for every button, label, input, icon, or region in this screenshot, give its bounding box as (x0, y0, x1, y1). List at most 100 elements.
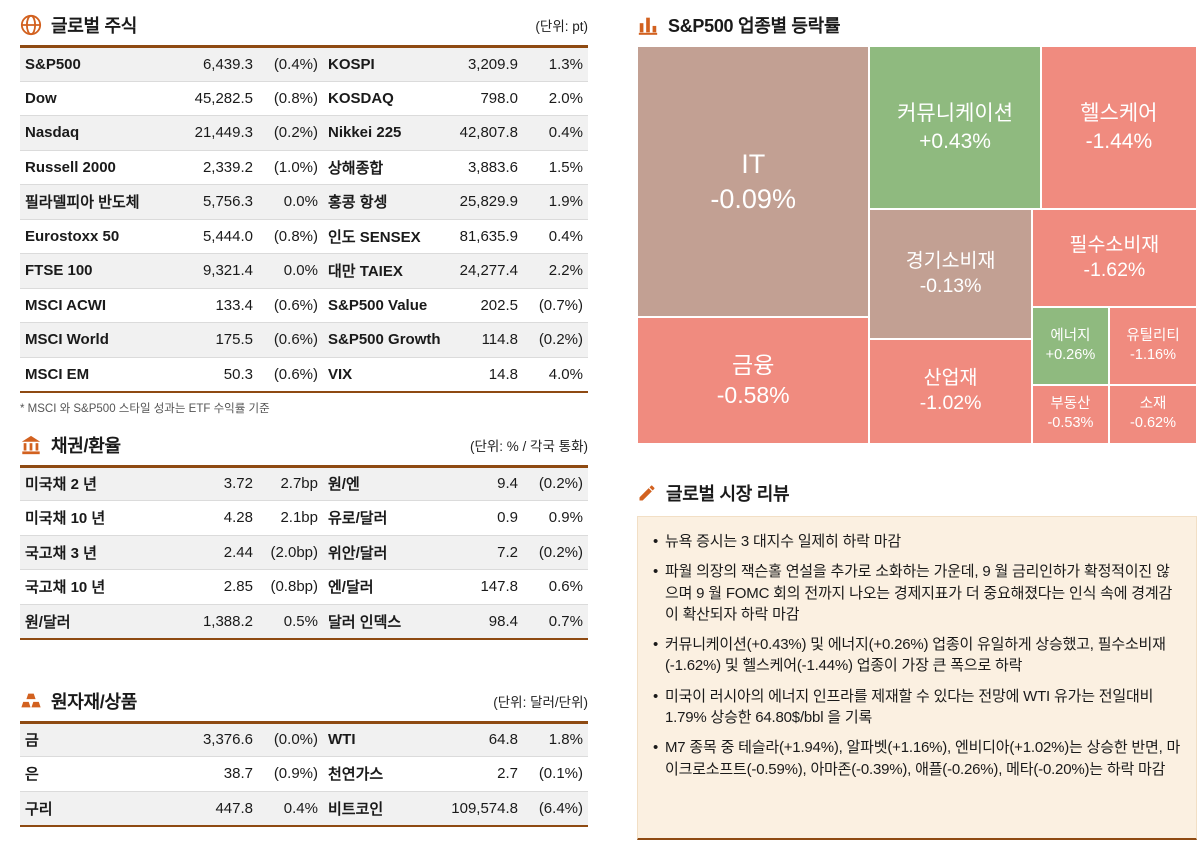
commodities-header: 원자재/상품 (단위: 달러/단위) (20, 686, 588, 716)
instrument-change: (0.6%) (258, 322, 323, 358)
review-bullet-list: 뉴욕 증시는 3 대지수 일제히 하락 마감파월 의장의 잭슨홀 연설을 추가로… (652, 531, 1182, 780)
instrument-value: 14.8 (488, 365, 518, 383)
treemap-tile-real-estate: 부동산 -0.53% (1031, 384, 1110, 444)
instrument-change: 1.3% (523, 46, 588, 82)
instrument-value: 5,756.3 (171, 184, 258, 220)
bonds-fx-table: 미국채 2 년 3.72 2.7bp 원/엔 9.4 (0.2%) 미국채 10 년 4.28… (20, 464, 588, 640)
instrument-value: 21,449.3 (171, 115, 258, 151)
sector-value: -1.16% (1130, 346, 1176, 363)
instrument-value: 81,635.9 (435, 219, 523, 254)
instrument-change: (2.0bp) (258, 535, 323, 570)
table-row: Dow 45,282.5 (0.8%) KOSDAQ 798.0 2.0% (20, 81, 588, 116)
table-row: 은 38.7 (0.9%) 천연가스 2.7 (0.1%) (20, 756, 588, 792)
instrument-change: 0.4% (523, 115, 588, 151)
instrument-name: 천연가스 (323, 756, 435, 792)
review-header: 글로벌 시장 리뷰 (637, 478, 1197, 508)
sector-value: +0.26% (1045, 346, 1096, 363)
instrument-change: (0.8%) (258, 219, 323, 254)
sector-label: IT (741, 148, 766, 179)
instrument-change: (0.9%) (258, 756, 323, 792)
commodities-unit: (단위: 달러/단위) (493, 694, 588, 710)
instrument-change: 0.0% (258, 253, 323, 289)
table-row: 미국채 10 년 4.28 2.1bp 유로/달러 0.9 0.9% (20, 500, 588, 536)
table-row: FTSE 100 9,321.4 0.0% 대만 TAIEX 24,277.4 2.2% (20, 253, 588, 289)
instrument-name: 상해종합 (323, 150, 435, 185)
review-bullet: 커뮤니케이션(+0.43%) 및 에너지(+0.26%) 업종이 유일하게 상승… (652, 634, 1182, 677)
global-stocks-table: S&P500 6,439.3 (0.4%) KOSPI 3,209.9 1.3% Dow 45… (20, 45, 588, 393)
instrument-change: (0.6%) (273, 365, 318, 383)
sector-label: 유틸리티 (1126, 328, 1180, 345)
instrument-name: MSCI EM (25, 365, 90, 383)
instrument-name: MSCI ACWI (20, 288, 171, 323)
instrument-name: Nasdaq (20, 115, 171, 151)
treemap-tile-it: IT -0.09% (637, 46, 870, 318)
instrument-change: (0.2%) (523, 466, 588, 501)
instrument-name: 엔/달러 (323, 569, 435, 605)
instrument-value: 0.9 (435, 500, 523, 536)
instrument-name: 미국채 2 년 (20, 466, 171, 501)
bar-chart-icon (637, 14, 659, 36)
instrument-change: (0.2%) (523, 322, 588, 358)
review-title: 글로벌 시장 리뷰 (666, 484, 790, 504)
treemap-tile-energy: 에너지 +0.26% (1031, 307, 1110, 385)
instrument-name: 국고채 3 년 (20, 535, 171, 570)
instrument-change: (0.2%) (523, 535, 588, 570)
sector-label: 소재 (1139, 396, 1167, 413)
instrument-value: 64.8 (435, 722, 523, 757)
instrument-change: 0.9% (523, 500, 588, 536)
treemap-tile-consumer-discretionary: 경기소비재 -0.13% (869, 209, 1032, 339)
instrument-value: 2,339.2 (171, 150, 258, 185)
instrument-value: 202.5 (435, 288, 523, 323)
instrument-change: (0.4%) (258, 46, 323, 82)
review-bullet: M7 종목 중 테슬라(+1.94%), 알파벳(+1.16%), 엔비디아(+… (652, 737, 1182, 780)
instrument-change: (0.1%) (523, 756, 588, 792)
instrument-change: (0.7%) (523, 288, 588, 323)
gold-bars-icon (20, 690, 42, 712)
commodities-title: 원자재/상품 (51, 691, 138, 712)
instrument-name: 미국채 10 년 (20, 500, 171, 536)
instrument-name: S&P500 Growth (323, 322, 441, 358)
review-bullet: 파월 의장의 잭슨홀 연설을 추가로 소화하는 가운데, 9 월 금리인하가 확… (652, 561, 1182, 625)
global-stocks-header: 글로벌 주식 (단위: pt) (20, 10, 588, 40)
table-row: Nasdaq 21,449.3 (0.2%) Nikkei 225 42,807.8 0.… (20, 115, 588, 151)
sector-label: 산업재 (923, 367, 978, 390)
commodities-table: 금 3,376.6 (0.0%) WTI 64.8 1.8% 은 38.7 (0.9%) 천연가스… (20, 720, 588, 827)
instrument-name: WTI (323, 722, 435, 757)
treemap-tile-industrials: 산업재 -1.02% (869, 338, 1032, 444)
instrument-change: 2.0% (523, 81, 588, 116)
instrument-value: 2.44 (171, 535, 258, 570)
sector-value: -0.09% (710, 183, 796, 214)
instrument-value: 6,439.3 (171, 46, 258, 82)
sector-label: 부동산 (1050, 396, 1091, 413)
instrument-change: (0.2%) (258, 115, 323, 151)
sector-map-header: S&P500 업종별 등락률 (637, 10, 1197, 40)
sector-label: 헬스케어 (1080, 102, 1158, 126)
bonds-fx-header: 채권/환율 (단위: % / 각국 통화) (20, 430, 588, 460)
treemap-tile-communication: 커뮤니케이션 +0.43% (869, 46, 1041, 210)
review-bullet: 뉴욕 증시는 3 대지수 일제히 하락 마감 (652, 531, 1182, 553)
instrument-change: 2.1bp (258, 500, 323, 536)
sector-value: -1.02% (919, 392, 982, 415)
instrument-name: Eurostoxx 50 (20, 219, 171, 254)
table-row: MSCI EM 50.3 (0.6%) VIX 14.8 4.0% (20, 357, 588, 392)
treemap-tile-materials: 소재 -0.62% (1109, 384, 1197, 444)
table-row: S&P500 6,439.3 (0.4%) KOSPI 3,209.9 1.3% (20, 46, 588, 82)
table-row: 금 3,376.6 (0.0%) WTI 64.8 1.8% (20, 722, 588, 757)
table-row: 국고채 10 년 2.85 (0.8bp) 엔/달러 147.8 0.6% (20, 569, 588, 605)
instrument-change: 0.4% (523, 219, 588, 254)
instrument-value: 38.7 (171, 756, 258, 792)
instrument-change: 0.4% (283, 799, 318, 817)
instrument-value: 109,574.8 (451, 799, 518, 817)
instrument-value: 25,829.9 (435, 184, 523, 220)
instrument-name: S&P500 (20, 46, 171, 82)
pencil-icon (637, 483, 657, 503)
instrument-name: 구리 (25, 800, 53, 818)
instrument-value: 4.28 (171, 500, 258, 536)
table-row: Russell 2000 2,339.2 (1.0%) 상해종합 3,883.6 1.5% (20, 150, 588, 185)
instrument-value: 98.4 (488, 612, 518, 630)
sector-value: -0.13% (919, 275, 982, 298)
instrument-value: 3.72 (171, 466, 258, 501)
instrument-name: 위안/달러 (323, 535, 435, 570)
bonds-fx-title: 채권/환율 (51, 435, 121, 456)
treemap-tile-healthcare: 헬스케어 -1.44% (1040, 46, 1197, 210)
